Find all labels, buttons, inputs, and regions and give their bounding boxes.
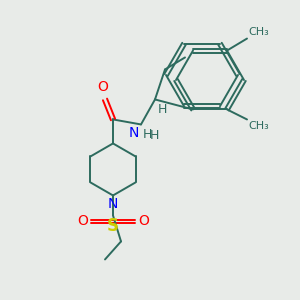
Text: O: O [77, 214, 88, 228]
Text: CH₃: CH₃ [248, 27, 269, 37]
Text: O: O [98, 80, 108, 94]
Text: S: S [107, 218, 119, 236]
Text: O: O [138, 214, 149, 228]
Text: CH₃: CH₃ [248, 122, 269, 131]
Text: N: N [108, 197, 118, 212]
Text: H: H [158, 103, 167, 116]
Text: H: H [143, 128, 152, 141]
Text: N: N [129, 126, 139, 140]
Text: H: H [150, 129, 159, 142]
